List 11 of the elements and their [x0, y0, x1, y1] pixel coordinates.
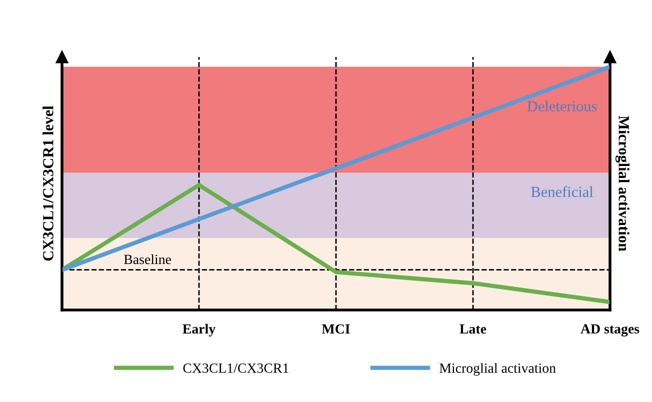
- y2-axis-title: Microglial activation: [615, 116, 630, 252]
- ref-line-label: Baseline: [124, 254, 171, 264]
- legend-label: CX3CL1/CX3CR1: [183, 364, 288, 373]
- x-tick-label: MCI: [322, 324, 350, 334]
- y-axis-title: CX3CL1/CX3CR1 level: [42, 106, 54, 261]
- legend-label: Microglial activation: [440, 363, 556, 376]
- band-label: Deleterious: [527, 100, 597, 112]
- x-tick-label: Early: [182, 324, 216, 337]
- band-label: Beneficial: [531, 186, 594, 198]
- x-tick-label: AD stages: [580, 324, 640, 336]
- x-tick-label: Late: [460, 324, 486, 334]
